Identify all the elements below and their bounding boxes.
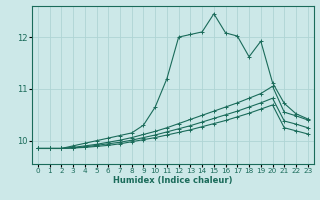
- X-axis label: Humidex (Indice chaleur): Humidex (Indice chaleur): [113, 176, 233, 185]
